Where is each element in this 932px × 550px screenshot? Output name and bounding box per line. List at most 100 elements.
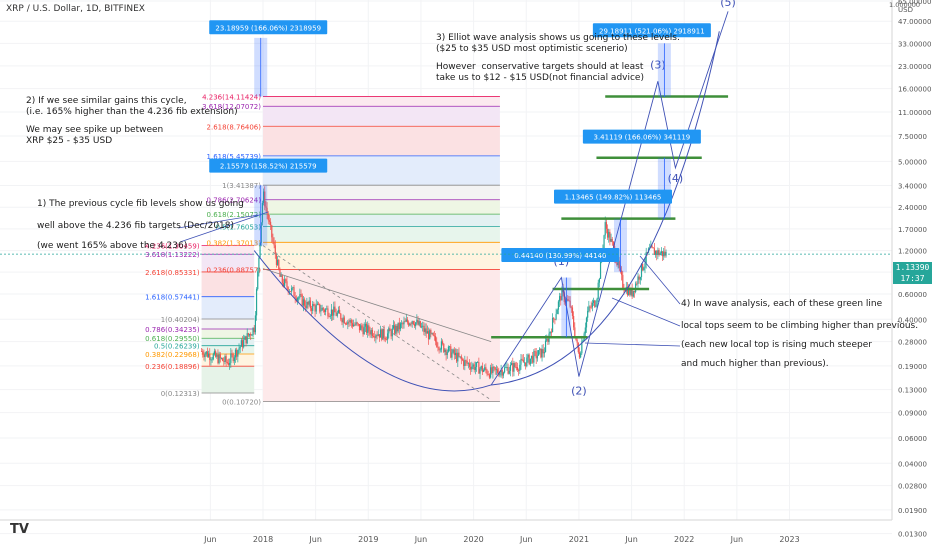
candle-body xyxy=(271,225,273,238)
fib-level-label: 3.618(1.13222) xyxy=(145,251,200,259)
candle-body xyxy=(303,299,306,306)
fib-level-label: 0.786(0.34235) xyxy=(145,326,200,334)
price-tick-label: 7.50000 xyxy=(898,133,927,141)
measure-label-text: 23.18959 (166.06%) 2318959 xyxy=(215,24,321,32)
candle-body xyxy=(291,287,293,292)
candle-body xyxy=(405,319,407,322)
candle-body xyxy=(420,326,423,328)
tradingview-logo[interactable]: TV xyxy=(10,522,29,537)
fib-level-label: 0.382(0.22968) xyxy=(145,351,200,359)
candle-body xyxy=(423,325,425,332)
candle-body xyxy=(354,324,356,326)
pointer-line xyxy=(177,214,259,229)
time-tick-label: 2023 xyxy=(779,535,799,544)
candle-body xyxy=(305,305,307,309)
candle-body xyxy=(257,271,259,290)
candle-body xyxy=(507,367,509,374)
candle-body xyxy=(309,300,311,309)
candle-body xyxy=(275,254,278,265)
candle-body xyxy=(431,333,433,334)
candle-body xyxy=(464,360,466,366)
lower-arc-curve xyxy=(253,250,492,392)
measure-label-box xyxy=(209,20,328,35)
fib-level-label: 0.5(0.26239) xyxy=(154,343,200,351)
measure-label-text: 2.15579 (158.52%) 215579 xyxy=(220,163,317,171)
candle-body xyxy=(470,366,472,370)
candle-body xyxy=(280,275,282,277)
fib-level-label: 1.618(0.57441) xyxy=(145,294,200,302)
candle-body xyxy=(466,360,468,364)
candle-body xyxy=(539,348,541,351)
candle-body xyxy=(278,259,280,270)
candle-body xyxy=(207,353,210,357)
candle-body xyxy=(592,300,595,303)
candle-countdown: 17:37 xyxy=(900,274,925,283)
time-axis[interactable]: Jun 2018 Jun 2019 Jun 2020 Jun 2021 Jun 2022 Jun 20… xyxy=(0,519,892,544)
candle-body xyxy=(624,290,626,292)
candle-body xyxy=(436,341,438,347)
candle-body xyxy=(361,325,363,329)
candle-body xyxy=(229,362,231,365)
candle-body xyxy=(536,355,538,359)
candle-body xyxy=(661,251,664,257)
price-axis-cut-label: 1.000000 xyxy=(889,1,920,9)
candle-body xyxy=(519,364,521,371)
fib-band xyxy=(201,366,255,393)
wave-label: (3) xyxy=(650,59,666,72)
candle-body xyxy=(307,302,309,305)
candle-body xyxy=(523,362,526,364)
candle-body xyxy=(238,348,240,351)
candle-body xyxy=(450,346,452,358)
candle-body xyxy=(384,337,386,340)
trend-drawings: (1)(2)(3)(4)(5)23.18959 (166.06%) 231895… xyxy=(0,0,892,401)
fib-level-label: 0.618(0.29550) xyxy=(145,335,200,343)
candle-body xyxy=(261,202,264,223)
candle-body xyxy=(558,296,561,302)
candle-body xyxy=(217,354,219,364)
candle-body xyxy=(508,370,510,374)
annotation-2-line-3: We may see spike up between xyxy=(26,125,164,135)
candle-body xyxy=(461,359,464,361)
candle-body xyxy=(245,336,247,344)
candle-body xyxy=(222,358,224,361)
candle-body xyxy=(595,305,597,307)
candle-body xyxy=(605,222,607,229)
candle-body xyxy=(412,321,414,325)
annotation-4-line-4: and much higher than previous). xyxy=(681,359,829,369)
candle-body xyxy=(636,283,638,285)
price-tick-label: 47.00000 xyxy=(898,18,931,26)
fib-level-label: 0.382(1.37013) xyxy=(207,239,262,247)
measure-label-box xyxy=(501,248,620,263)
candle-body xyxy=(644,263,646,268)
chart-title: XRP / U.S. Dollar, 1D, BITFINEX xyxy=(6,4,145,14)
candle-body xyxy=(200,351,203,353)
candle-body xyxy=(654,251,657,255)
candle-body xyxy=(598,278,600,283)
candle-body xyxy=(310,308,313,311)
candle-body xyxy=(434,336,437,342)
candle-body xyxy=(298,297,300,299)
candle-body xyxy=(465,360,467,362)
candle-body xyxy=(603,235,605,249)
fib-band xyxy=(201,245,255,255)
current-price-value: 1.13390 xyxy=(895,263,930,272)
candle-body xyxy=(495,369,498,371)
candle-body xyxy=(611,238,613,243)
candle-body xyxy=(351,323,354,327)
current-price-tag: 1.13390 17:37 xyxy=(893,262,932,284)
candle-body xyxy=(534,351,536,353)
candle-body xyxy=(339,309,341,314)
candle-body xyxy=(526,357,528,367)
candle-body xyxy=(293,287,295,297)
time-tick-label: Jun xyxy=(519,535,533,544)
fib-level-label: 0.618(2.15072) xyxy=(207,211,262,219)
candle-body xyxy=(348,321,350,323)
candle-body xyxy=(397,322,399,332)
candle-body xyxy=(403,321,405,325)
candle-body xyxy=(447,346,450,352)
candle-body xyxy=(396,325,398,332)
fib-band xyxy=(201,296,255,319)
candle-body xyxy=(330,309,333,316)
candle-body xyxy=(300,294,302,295)
